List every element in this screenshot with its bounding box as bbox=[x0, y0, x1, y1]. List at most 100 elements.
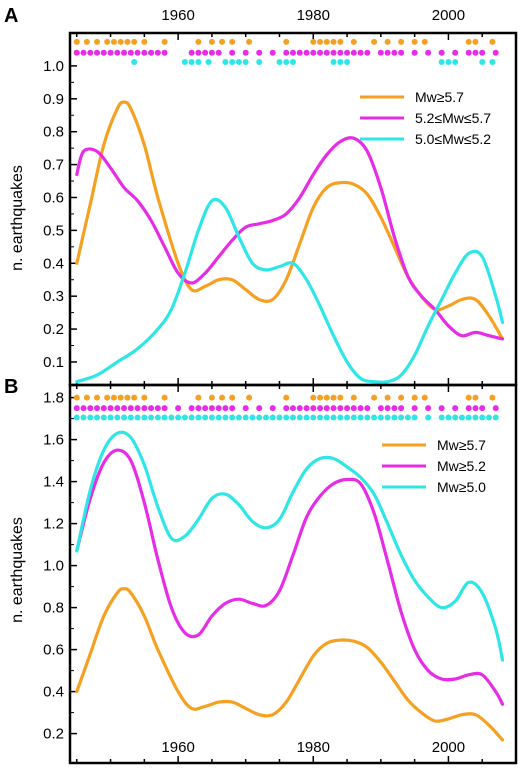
event-dot bbox=[421, 394, 428, 401]
event-dot bbox=[188, 49, 195, 56]
legend-b-label-1: Mw≥5.7 bbox=[437, 437, 486, 453]
event-dot bbox=[161, 49, 168, 56]
event-dot bbox=[141, 405, 148, 412]
event-dot bbox=[377, 49, 384, 56]
x-tick-label: 2000 bbox=[432, 739, 465, 756]
event-dot bbox=[337, 58, 344, 65]
event-dot bbox=[94, 405, 101, 412]
event-dot bbox=[83, 38, 90, 45]
y-tick-label: 1.0 bbox=[43, 58, 64, 75]
event-dot bbox=[465, 49, 472, 56]
event-dot bbox=[195, 58, 202, 65]
event-dot bbox=[121, 414, 128, 421]
event-dot bbox=[202, 414, 209, 421]
y-tick-label: 0.8 bbox=[43, 600, 64, 617]
event-dot bbox=[337, 394, 344, 401]
event-dot bbox=[208, 394, 215, 401]
event-dot bbox=[398, 38, 405, 45]
event-dot bbox=[256, 414, 263, 421]
event-dot bbox=[465, 414, 472, 421]
panel-b-series bbox=[75, 430, 505, 742]
event-dot bbox=[283, 394, 290, 401]
event-dot bbox=[246, 38, 253, 45]
event-dot bbox=[107, 405, 114, 412]
event-dot bbox=[344, 49, 351, 56]
event-dot bbox=[465, 38, 472, 45]
event-dot bbox=[465, 394, 472, 401]
event-dot bbox=[310, 405, 317, 412]
event-dot bbox=[377, 405, 384, 412]
event-dot bbox=[472, 38, 479, 45]
event-dot bbox=[195, 394, 202, 401]
event-dot bbox=[323, 405, 330, 412]
event-dot bbox=[323, 394, 330, 401]
y-tick-label: 1.0 bbox=[43, 558, 64, 575]
event-dot bbox=[391, 49, 398, 56]
event-dot bbox=[492, 414, 499, 421]
panel-b-letter: B bbox=[4, 376, 18, 398]
y-tick-label: 1.8 bbox=[43, 390, 64, 407]
event-dot bbox=[323, 414, 330, 421]
event-dot bbox=[110, 394, 117, 401]
event-dot bbox=[134, 49, 141, 56]
y-tick-label: 0.4 bbox=[43, 255, 64, 272]
event-dot bbox=[371, 394, 378, 401]
event-dot bbox=[73, 394, 80, 401]
event-dot bbox=[222, 405, 229, 412]
event-dot bbox=[107, 49, 114, 56]
event-dot bbox=[195, 414, 202, 421]
panel-b-axes: 0.2 0.4 0.6 0.8 1.0 1.2 1.4 1.6 1.8 1960 1980 2000 bbox=[43, 383, 518, 765]
event-dot bbox=[121, 49, 128, 56]
event-dot bbox=[134, 414, 141, 421]
event-dot bbox=[127, 49, 134, 56]
y-tick-label: 0.9 bbox=[43, 91, 64, 108]
event-dot bbox=[168, 414, 175, 421]
panel-b-legend: Mw≥5.7 Mw≥5.2 Mw≥5.0 bbox=[382, 437, 486, 495]
event-dot bbox=[303, 414, 310, 421]
event-dot bbox=[337, 414, 344, 421]
event-dot bbox=[317, 414, 324, 421]
event-dot bbox=[472, 394, 479, 401]
event-dot bbox=[479, 405, 486, 412]
event-dot bbox=[124, 38, 131, 45]
event-dot bbox=[479, 414, 486, 421]
event-dot bbox=[154, 405, 161, 412]
series-line-2 bbox=[75, 448, 505, 706]
event-dot bbox=[208, 405, 215, 412]
event-dot bbox=[127, 414, 134, 421]
event-dot bbox=[283, 49, 290, 56]
panel-b-chart: B n. earthquakes 0.2 0.4 0.6 0.8 1.0 1.2 1.4 1.… bbox=[4, 376, 518, 765]
event-dot bbox=[364, 414, 371, 421]
event-dot bbox=[350, 405, 357, 412]
event-dot bbox=[222, 58, 229, 65]
event-dot bbox=[296, 405, 303, 412]
event-dot bbox=[161, 394, 168, 401]
event-dot bbox=[181, 414, 188, 421]
event-dot bbox=[489, 58, 496, 65]
event-dot bbox=[371, 414, 378, 421]
event-dot bbox=[80, 405, 87, 412]
event-dot bbox=[330, 405, 337, 412]
event-dot bbox=[438, 405, 445, 412]
event-dot bbox=[131, 38, 138, 45]
event-dot bbox=[269, 49, 276, 56]
event-dot bbox=[472, 405, 479, 412]
event-dot bbox=[425, 405, 432, 412]
event-dot bbox=[357, 414, 364, 421]
event-dot bbox=[303, 405, 310, 412]
event-dot bbox=[445, 58, 452, 65]
event-dot bbox=[134, 405, 141, 412]
event-dot bbox=[161, 38, 168, 45]
event-dot bbox=[114, 49, 121, 56]
event-dot bbox=[472, 414, 479, 421]
event-dot bbox=[283, 38, 290, 45]
event-dot bbox=[310, 38, 317, 45]
event-dot bbox=[350, 394, 357, 401]
event-dot bbox=[127, 405, 134, 412]
event-dot bbox=[242, 414, 249, 421]
event-dot bbox=[141, 414, 148, 421]
event-dot bbox=[330, 38, 337, 45]
event-dot bbox=[73, 414, 80, 421]
event-dot bbox=[411, 394, 418, 401]
